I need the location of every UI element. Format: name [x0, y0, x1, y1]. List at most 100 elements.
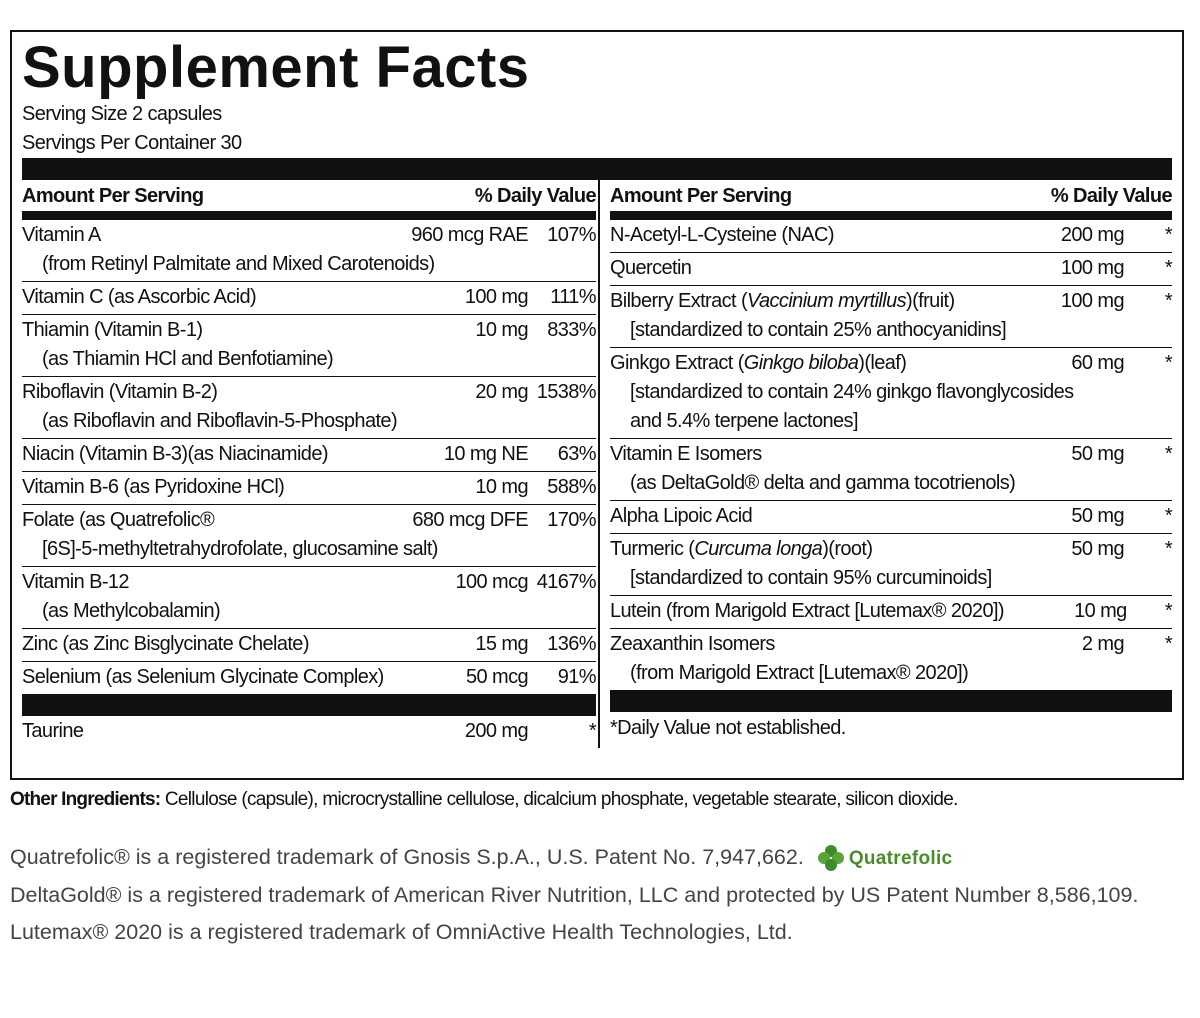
row-line: N-Acetyl-L-Cysteine (NAC) 200 mg *: [610, 221, 1173, 250]
nutrient-detail: (as Thiamin HCl and Benfotiamine): [42, 348, 334, 370]
name-part: Ginkgo Extract (: [610, 352, 744, 374]
name-part: )(root): [822, 538, 873, 560]
nutrient-name: Vitamin B-6 (as Pyridoxine HCl): [22, 476, 285, 498]
row-line: Ginkgo Extract (Ginkgo biloba)(leaf) 60 m…: [610, 349, 1173, 378]
note: Lutemax® 2020 is a registered trademark …: [10, 914, 1170, 951]
daily-value: 588%: [547, 476, 596, 498]
daily-value: 136%: [547, 633, 596, 655]
logo-text: Quatrefolic: [848, 847, 953, 869]
amount: 2 mg: [1081, 633, 1125, 655]
name-part: Turmeric (: [610, 538, 695, 560]
supplement-facts-label: Supplement Facts Serving Size 2 capsules…: [10, 30, 1184, 780]
nutrient-row: N-Acetyl-L-Cysteine (NAC) 200 mg *: [610, 220, 1173, 253]
row-line: Zeaxanthin Isomers 2 mg *: [610, 630, 1173, 659]
header-cell: Amount Per Serving: [22, 185, 204, 207]
nutrient-row: Turmeric (Curcuma longa)(root) 50 mg * [sta…: [610, 534, 1173, 596]
nutrient-detail: (from Marigold Extract [Lutemax® 2020]): [630, 662, 969, 684]
nutrient-name: Riboflavin (Vitamin B-2): [22, 381, 218, 403]
other-text: Cellulose (capsule), microcrystalline ce…: [164, 789, 959, 810]
row-line: Selenium (as Selenium Glycinate Complex)…: [22, 663, 597, 692]
name-part: )(fruit): [906, 290, 955, 312]
row-line: Taurine 200 mg *: [22, 717, 597, 746]
logo: Quatrefolic: [816, 840, 953, 877]
amount: 10 mg: [475, 476, 528, 498]
header-cell: Amount Per Serving: [610, 185, 792, 207]
header-cell: % Daily Value: [1050, 185, 1173, 207]
nutrient-row: Vitamin B-6 (as Pyridoxine HCl) 10 mg 588%: [22, 472, 597, 505]
note-text: DeltaGold® is a registered trademark of …: [10, 882, 1139, 907]
nutrient-row: Bilberry Extract (Vaccinium myrtillus)(f…: [610, 286, 1173, 348]
nutrient-detail: (as DeltaGold® delta and gamma tocotrien…: [630, 472, 1016, 494]
nutrient-row: Ginkgo Extract (Ginkgo biloba)(leaf) 60 m…: [610, 348, 1173, 439]
daily-value: 4167%: [536, 571, 597, 593]
nutrient-name: Ginkgo Extract (Ginkgo biloba)(leaf): [610, 349, 994, 378]
nutrient-row: Selenium (as Selenium Glycinate Complex)…: [22, 662, 597, 694]
nutrient-row: Zinc (as Zinc Bisglycinate Chelate) 15 mg…: [22, 629, 597, 662]
row-line: Alpha Lipoic Acid 50 mg *: [610, 502, 1173, 531]
row-line: Lutein (from Marigold Extract [Lutemax® …: [610, 597, 1173, 626]
amount: 100 mg: [464, 286, 529, 308]
daily-value: *: [1164, 633, 1173, 655]
row-line: Vitamin E Isomers 50 mg *: [610, 440, 1173, 469]
nutrient-name: Vitamin C (as Ascorbic Acid): [22, 286, 257, 308]
title: Supplement Facts: [22, 35, 530, 100]
daily-value: 170%: [547, 509, 596, 531]
nutrient-name: Vitamin A: [22, 224, 101, 246]
daily-value: 63%: [557, 443, 597, 465]
nutrient-detail: [6S]-5-methyltetrahydrofolate, glucosami…: [42, 538, 438, 560]
name-part: Vaccinium myrtillus: [747, 290, 907, 312]
rows: Vitamin A 960 mcg RAE 107% (from Retinyl Pa…: [22, 220, 597, 694]
row-line: Vitamin C (as Ascorbic Acid) 100 mg 111%: [22, 283, 597, 312]
row-line: Vitamin B-6 (as Pyridoxine HCl) 10 mg 588%: [22, 473, 597, 502]
amount: 60 mg: [1071, 352, 1124, 374]
nutrient-detail: (from Retinyl Palmitate and Mixed Carote…: [42, 253, 435, 275]
row-line: Folate (as Quatrefolic® 680 mcg DFE 170%: [22, 506, 597, 535]
daily-value: *: [1164, 600, 1173, 622]
amount: 100 mg: [1060, 257, 1125, 279]
nutrient-detail: [standardized to contain 95% curcuminoid…: [630, 567, 992, 589]
nutrient-name: Taurine: [22, 720, 84, 742]
daily-value: *: [1164, 538, 1173, 560]
amount: 20 mg: [475, 381, 528, 403]
columns: Amount Per Serving % Daily Value Vitamin A…: [22, 180, 1173, 748]
daily-value: *: [588, 720, 597, 742]
column-header: Amount Per Serving % Daily Value: [22, 180, 597, 220]
row-line: Thiamin (Vitamin B-1) 10 mg 833%: [22, 316, 597, 345]
amount: 200 mg: [464, 720, 529, 742]
nutrient-row: Vitamin A 960 mcg RAE 107% (from Retinyl Pa…: [22, 220, 597, 282]
name-part: Curcuma longa: [694, 538, 823, 560]
row-line: Riboflavin (Vitamin B-2) 20 mg 1538%: [22, 378, 597, 407]
left-column: Amount Per Serving % Daily Value Vitamin A…: [22, 180, 597, 748]
nutrient-name: Niacin (Vitamin B-3)(as Niacinamide): [22, 443, 329, 465]
divider-bar: [610, 690, 1172, 712]
row-line: Zinc (as Zinc Bisglycinate Chelate) 15 mg…: [22, 630, 597, 659]
serving-size: Serving Size 2 capsules: [22, 103, 222, 125]
nutrient-name: Alpha Lipoic Acid: [610, 505, 753, 527]
note-text: Lutemax® 2020 is a registered trademark …: [10, 919, 793, 944]
nutrient-name: Turmeric (Curcuma longa)(root): [610, 535, 994, 564]
amount: 10 mg NE: [443, 443, 529, 465]
nutrient-name: Lutein (from Marigold Extract [Lutemax® …: [610, 600, 1005, 622]
nutrient-name: Bilberry Extract (Vaccinium myrtillus)(f…: [610, 287, 994, 316]
footnote: *Daily Value not established.: [610, 717, 846, 739]
row-line: Niacin (Vitamin B-3)(as Niacinamide) 10 m…: [22, 440, 597, 469]
daily-value: 111%: [550, 286, 596, 308]
amount: 960 mcg RAE: [411, 224, 528, 246]
rows: N-Acetyl-L-Cysteine (NAC) 200 mg * Querceti…: [610, 220, 1173, 690]
right-column: Amount Per Serving % Daily Value N-Acetyl-…: [598, 180, 1173, 748]
other-ingredients: Other Ingredients: Cellulose (capsule), …: [10, 789, 958, 811]
nutrient-name: Zinc (as Zinc Bisglycinate Chelate): [22, 633, 310, 655]
amount: 100 mg: [1060, 290, 1125, 312]
other-label: Other Ingredients:: [10, 789, 161, 810]
daily-value: *: [1164, 290, 1173, 312]
row-line: Quercetin 100 mg *: [610, 254, 1173, 283]
daily-value: *: [1164, 443, 1173, 465]
amount: 50 mg: [1071, 505, 1124, 527]
daily-value: 91%: [557, 666, 597, 688]
row-line: Vitamin B-12 100 mcg 4167%: [22, 568, 597, 597]
nutrient-name: Vitamin E Isomers: [610, 443, 762, 465]
daily-value: 833%: [547, 319, 596, 341]
amount: 10 mg: [475, 319, 528, 341]
nutrient-name: Zeaxanthin Isomers: [610, 633, 775, 655]
